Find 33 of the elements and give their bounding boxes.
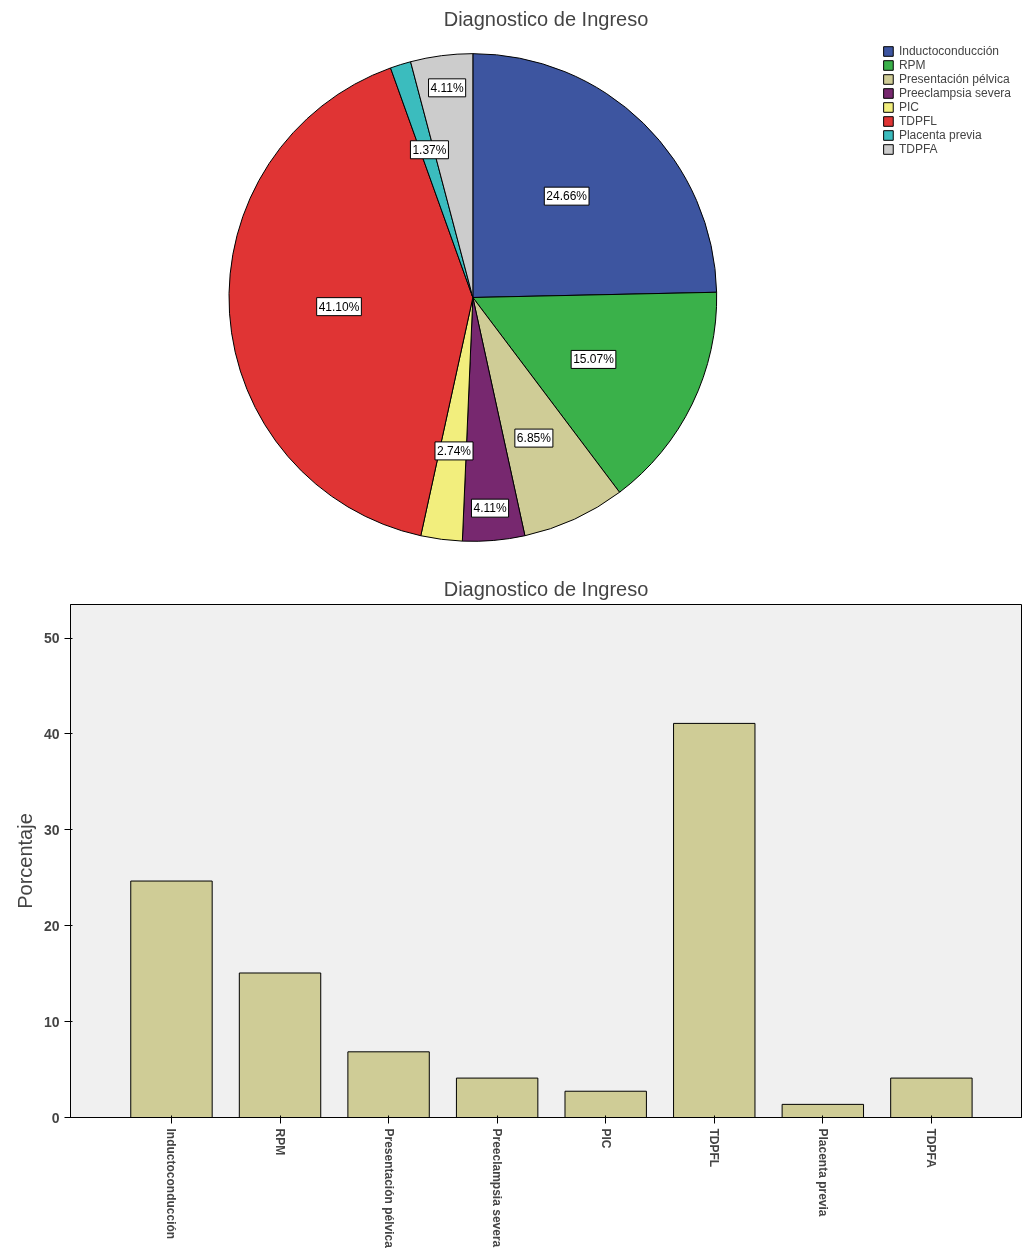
y-tick-label: 20: [43, 917, 60, 934]
data-label: 4.11%: [430, 80, 464, 95]
x-tick-label: Presentación pélvica: [381, 1128, 396, 1249]
legend-label: PIC: [898, 100, 919, 114]
data-label: 6.85%: [516, 431, 552, 446]
y-tick-label: 50: [43, 630, 60, 647]
data-label: 41.10%: [318, 299, 360, 314]
data-label: 15.07%: [573, 352, 615, 367]
legend-label: TDPFL: [898, 114, 937, 128]
legend-label: TDPFA: [898, 142, 938, 156]
y-tick-label: 30: [43, 821, 60, 838]
x-tick-label: TDPFL: [707, 1128, 722, 1168]
y-tick-label: 40: [43, 725, 60, 742]
x-tick-label: Inductoconducción: [164, 1128, 179, 1240]
data-label: 1.37%: [412, 142, 447, 157]
chart-title: Diagnostico de Ingreso: [443, 7, 649, 30]
x-tick-label: Preeclampsia severa: [490, 1128, 505, 1248]
legend-label: Preeclampsia severa: [898, 86, 1011, 100]
data-label: 2.74%: [437, 443, 472, 458]
x-tick-label: PIC: [598, 1128, 613, 1149]
legend-label: Presentación pélvica: [898, 72, 1010, 86]
x-tick-label: TDPFA: [924, 1128, 939, 1169]
y-axis-title: Porcentaje: [13, 813, 36, 909]
y-tick-label: 0: [51, 1109, 60, 1126]
x-tick-label: RPM: [273, 1128, 288, 1156]
data-label: 24.66%: [546, 189, 588, 204]
chart-title: Diagnostico de Ingreso: [443, 577, 649, 600]
x-tick-label: Placenta previa: [815, 1128, 830, 1217]
y-tick-label: 10: [43, 1013, 60, 1030]
legend-label: RPM: [898, 58, 926, 72]
data-label: 4.11%: [473, 501, 507, 516]
legend-label: Placenta previa: [898, 128, 982, 142]
legend-label: Inductoconducción: [898, 44, 1000, 58]
